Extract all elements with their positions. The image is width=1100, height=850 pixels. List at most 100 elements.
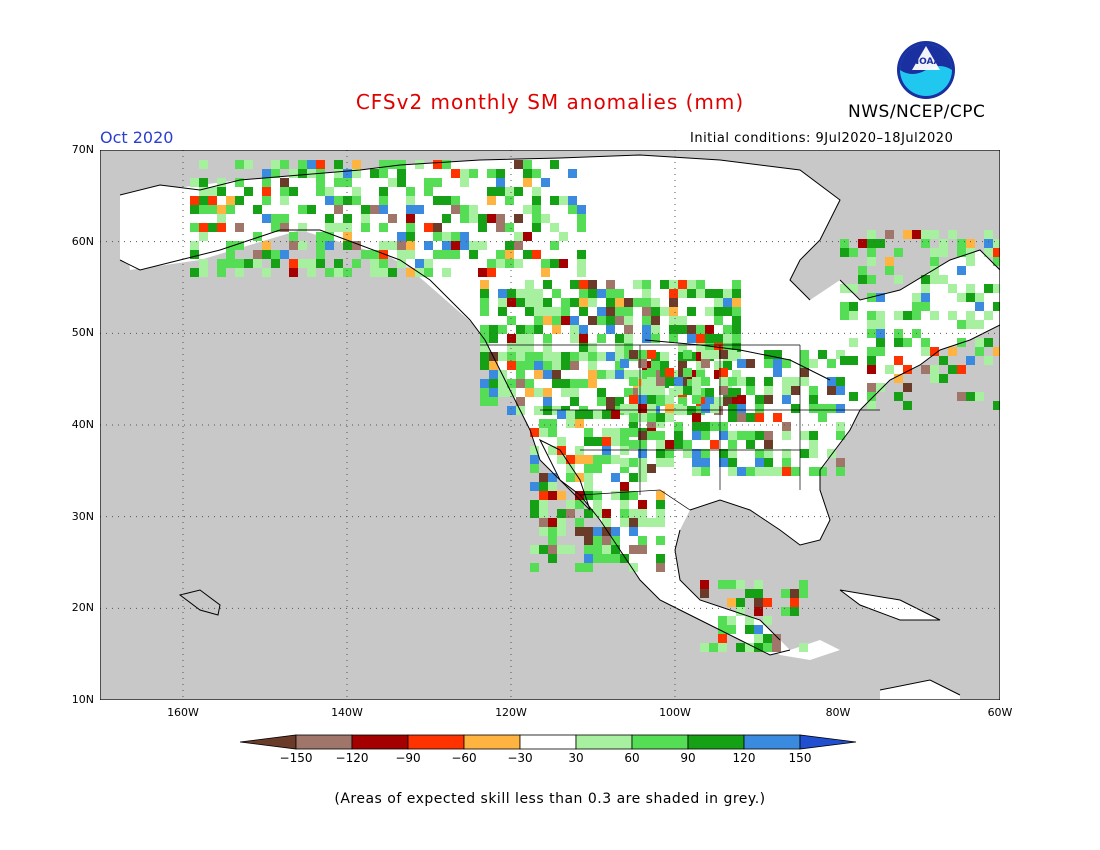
anomaly-cell (638, 431, 647, 440)
anomaly-cell (570, 298, 579, 307)
anomaly-cell (343, 232, 352, 241)
anomaly-cell (316, 178, 325, 187)
anomaly-cell (763, 616, 772, 625)
anomaly-cell (651, 334, 660, 343)
anomaly-cell (532, 196, 541, 205)
anomaly-cell (615, 370, 624, 379)
anomaly-cell (709, 643, 718, 652)
anomaly-cell (647, 377, 656, 386)
anomaly-cell (217, 214, 226, 223)
anomaly-cell (718, 580, 727, 589)
anomaly-cell (660, 307, 669, 316)
anomaly-cell (370, 250, 379, 259)
anomaly-cell (579, 307, 588, 316)
anomaly-cell (867, 320, 876, 329)
anomaly-cell (530, 545, 539, 554)
anomaly-cell (773, 413, 782, 422)
anomaly-cell (597, 289, 606, 298)
anomaly-cell (406, 268, 415, 277)
anomaly-cell (656, 419, 665, 428)
anomaly-cell (543, 352, 552, 361)
anomaly-cell (993, 284, 1000, 293)
anomaly-cell (858, 266, 867, 275)
anomaly-cell (584, 527, 593, 536)
anomaly-cell (647, 431, 656, 440)
anomaly-cell (894, 356, 903, 365)
anomaly-cell (728, 458, 737, 467)
anomaly-cell (597, 370, 606, 379)
anomaly-cell (235, 241, 244, 250)
anomaly-cell (876, 347, 885, 356)
anomaly-cell (593, 410, 602, 419)
anomaly-cell (561, 307, 570, 316)
anomaly-cell (442, 241, 451, 250)
anomaly-cell (710, 440, 719, 449)
anomaly-cell (579, 379, 588, 388)
anomaly-cell (984, 248, 993, 257)
anomaly-cell (325, 241, 334, 250)
chart-title: CFSv2 monthly SM anomalies (mm) (355, 90, 745, 114)
anomaly-cell (790, 598, 799, 607)
anomaly-cell (541, 178, 550, 187)
anomaly-cell (745, 616, 754, 625)
anomaly-cell (629, 509, 638, 518)
anomaly-cell (930, 230, 939, 239)
anomaly-cell (352, 169, 361, 178)
anomaly-cell (710, 350, 719, 359)
anomaly-cell (903, 401, 912, 410)
anomaly-cell (516, 379, 525, 388)
anomaly-cell (548, 491, 557, 500)
anomaly-cell (566, 419, 575, 428)
anomaly-cell (669, 334, 678, 343)
anomaly-cell (606, 280, 615, 289)
anomaly-cell (701, 350, 710, 359)
anomaly-cell (593, 554, 602, 563)
anomaly-cell (593, 545, 602, 554)
anomaly-cell (534, 352, 543, 361)
anomaly-cell (894, 392, 903, 401)
anomaly-cell (559, 232, 568, 241)
anomaly-cell (930, 248, 939, 257)
anomaly-cell (948, 347, 957, 356)
anomaly-cell (849, 356, 858, 365)
anomaly-cell (199, 160, 208, 169)
anomaly-cell (530, 428, 539, 437)
anomaly-cell (541, 259, 550, 268)
anomaly-cell (782, 377, 791, 386)
anomaly-cell (532, 250, 541, 259)
lat-label: 10N (71, 693, 94, 706)
anomaly-cell (334, 196, 343, 205)
anomaly-cell (289, 259, 298, 268)
anomaly-cell (460, 241, 469, 250)
anomaly-cell (570, 388, 579, 397)
anomaly-cell (532, 169, 541, 178)
anomaly-cell (849, 284, 858, 293)
anomaly-cell (665, 395, 674, 404)
anomaly-cell (505, 241, 514, 250)
anomaly-cell (782, 386, 791, 395)
anomaly-cell (588, 361, 597, 370)
anomaly-cell (451, 205, 460, 214)
anomaly-cell (539, 545, 548, 554)
lon-label: 140W (331, 706, 363, 719)
anomaly-cell (701, 422, 710, 431)
anomaly-cell (602, 518, 611, 527)
anomaly-cell (930, 266, 939, 275)
anomaly-cell (764, 431, 773, 440)
anomaly-cell (719, 449, 728, 458)
anomaly-cell (629, 473, 638, 482)
anomaly-cell (487, 214, 496, 223)
anomaly-cell (557, 527, 566, 536)
anomaly-cell (719, 368, 728, 377)
anomaly-cell (611, 455, 620, 464)
anomaly-cell (696, 343, 705, 352)
anomaly-cell (433, 232, 442, 241)
anomaly-cell (647, 386, 656, 395)
anomaly-cell (732, 343, 741, 352)
anomaly-cell (516, 289, 525, 298)
color-legend (240, 734, 857, 750)
anomaly-cell (678, 289, 687, 298)
anomaly-cell (629, 404, 638, 413)
anomaly-cell (487, 169, 496, 178)
anomaly-cell (552, 361, 561, 370)
